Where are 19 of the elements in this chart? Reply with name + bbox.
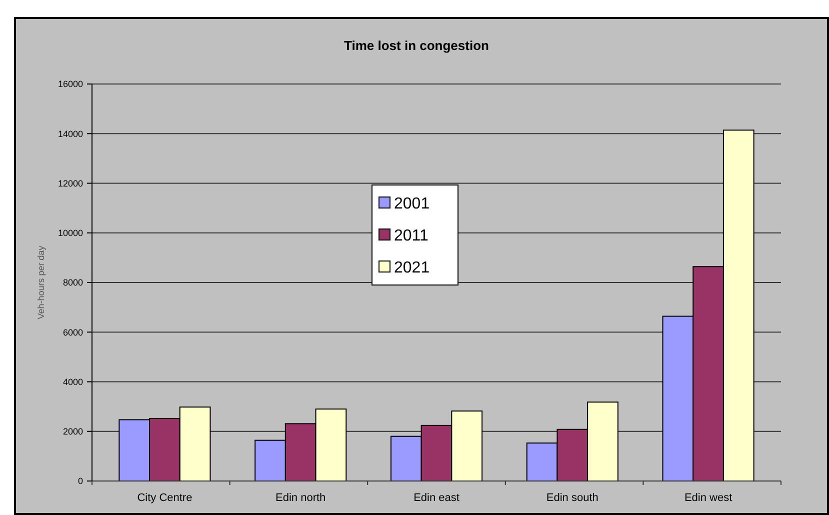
x-tick-label: Edin north bbox=[276, 492, 326, 504]
x-tick-label: Edin west bbox=[684, 492, 732, 504]
x-tick-label: City Centre bbox=[137, 492, 192, 504]
x-tick-label: Edin south bbox=[546, 492, 598, 504]
y-tick-label: 10000 bbox=[58, 228, 83, 238]
legend-label: 2021 bbox=[394, 260, 430, 277]
y-tick-label: 2000 bbox=[62, 426, 83, 437]
chart-title: Time lost in congestion bbox=[344, 38, 490, 53]
y-tick-label: 16000 bbox=[58, 79, 83, 90]
y-axis-title: Veh-hours per day bbox=[36, 245, 46, 320]
legend-label: 2001 bbox=[394, 196, 430, 213]
y-tick-label: 6000 bbox=[62, 327, 83, 338]
y-tick-label: 14000 bbox=[58, 128, 83, 139]
x-tick-label: Edin east bbox=[414, 492, 460, 504]
y-tick-label: 4000 bbox=[62, 376, 83, 387]
y-tick-label: 12000 bbox=[58, 178, 83, 188]
legend-label: 2011 bbox=[394, 228, 429, 245]
y-tick-label: 8000 bbox=[62, 278, 83, 288]
y-tick-label: 0 bbox=[78, 476, 83, 486]
